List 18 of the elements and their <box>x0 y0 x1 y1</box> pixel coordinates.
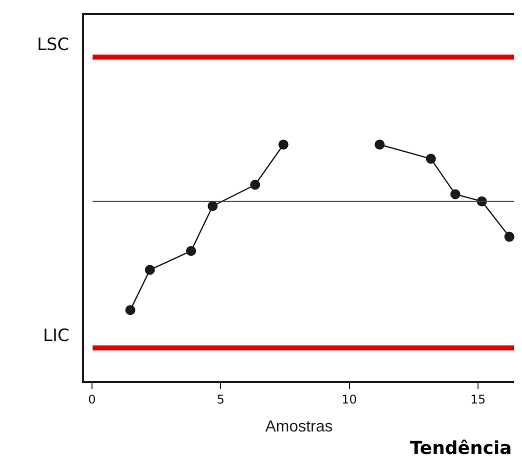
point <box>125 305 136 316</box>
x-tick-label: 15 <box>470 392 486 406</box>
point <box>374 140 385 150</box>
point <box>450 189 460 200</box>
x-axis-title: Amostras <box>265 418 333 436</box>
x-tick-label: 10 <box>342 392 357 406</box>
text: Tendência <box>410 438 512 459</box>
x-tick-label: 0 <box>88 392 96 406</box>
ref-line-label: LIC <box>43 326 70 346</box>
point <box>186 246 196 256</box>
point <box>504 232 514 242</box>
ref-line-label: LSC <box>37 35 70 55</box>
point <box>144 264 155 275</box>
x-tick-label: 5 <box>216 392 224 406</box>
point <box>426 154 436 164</box>
point <box>208 201 218 212</box>
point <box>250 180 260 190</box>
point <box>278 140 288 150</box>
